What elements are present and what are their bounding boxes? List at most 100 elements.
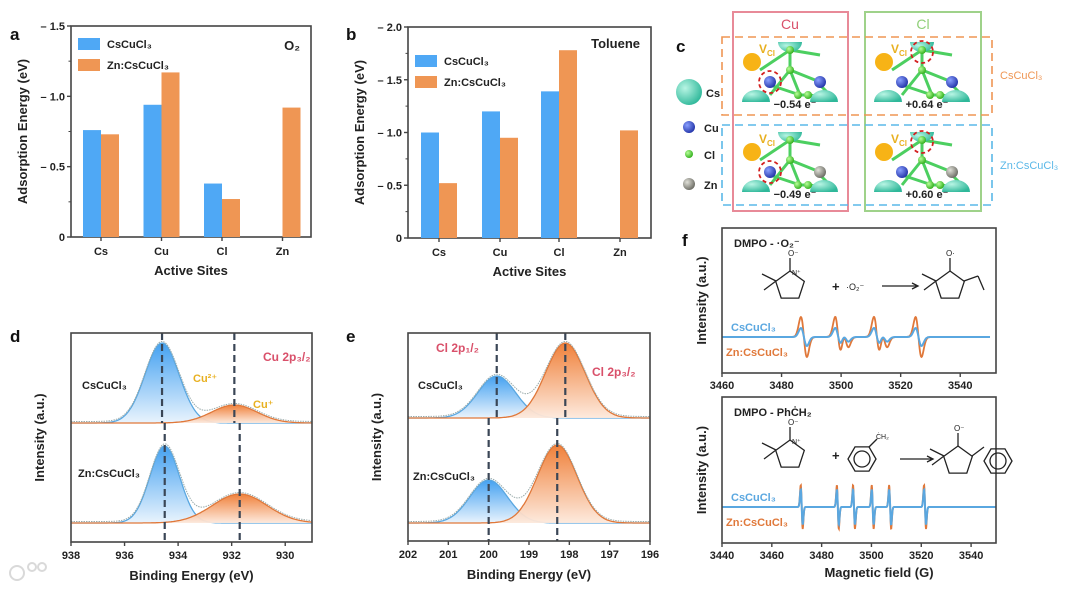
sample-label: CsCuCl₃ xyxy=(82,380,127,392)
panel-label-b: b xyxy=(346,25,356,44)
cu-atom-icon xyxy=(896,76,908,88)
y-tick-label: – 1.0 xyxy=(378,128,402,140)
vacancy-letter: V xyxy=(759,42,767,56)
x-tick-label: 3520 xyxy=(909,550,933,562)
arrow-head xyxy=(926,455,935,463)
panel-label-d: d xyxy=(10,327,20,346)
nitrogen-label: N⁺ xyxy=(792,438,801,446)
cl-atom-icon xyxy=(918,66,926,74)
methyl-bond xyxy=(923,280,937,291)
spin-trap-title: DMPO - PhĊH₂ xyxy=(734,406,812,419)
cl-atom-icon xyxy=(936,181,944,189)
bar-cu-series-0 xyxy=(143,104,162,237)
vacancy-label: VCl xyxy=(891,132,907,148)
bar-zn-series-1 xyxy=(282,107,301,237)
legend-label: CsCuCl₃ xyxy=(107,39,152,51)
benzene-ring-icon xyxy=(983,448,1013,474)
bond xyxy=(891,48,923,72)
cs-atom-icon xyxy=(742,180,770,192)
panel-label-c: c xyxy=(676,37,685,56)
cl-atom-icon xyxy=(936,91,944,99)
bond xyxy=(900,69,924,96)
dmpo-ring-icon xyxy=(774,439,806,468)
vacancy-subscript: Cl xyxy=(899,139,907,148)
cl-atom-icon xyxy=(926,181,934,189)
cl-atom-icon xyxy=(926,91,934,99)
x-tick-label: Cs xyxy=(94,246,108,258)
legend-label-cscucl3: CsCuCl₃ xyxy=(731,322,776,334)
x-axis-title: Binding Energy (eV) xyxy=(129,568,253,583)
arrow-head xyxy=(911,282,920,290)
x-tick-label: 3500 xyxy=(829,380,853,392)
structure-cell: VCl −0.54 e⁻ xyxy=(742,42,838,111)
vacancy-label: VCl xyxy=(759,132,775,148)
column-label-cu: Cu xyxy=(781,16,799,32)
x-tick-label: 936 xyxy=(115,550,133,562)
bar-cs-series-0 xyxy=(421,132,439,238)
structure-cell: VCl −0.49 e⁻ xyxy=(742,132,838,201)
x-tick-label: 198 xyxy=(560,549,578,561)
watermark-logo xyxy=(9,562,47,581)
panel-label-f: f xyxy=(682,231,688,250)
y-tick-label: – 1.0 xyxy=(41,91,65,103)
highlight-circle xyxy=(910,40,934,64)
peak-fill-0-0 xyxy=(71,343,312,423)
sample-label: Zn:CsCuCl₃ xyxy=(413,471,475,483)
bond xyxy=(768,159,792,186)
plot-frame xyxy=(721,396,997,544)
bond xyxy=(759,48,791,72)
cu-atom-icon xyxy=(764,76,776,88)
methyl-bond xyxy=(761,273,777,282)
vacancy-site-icon xyxy=(875,143,893,161)
legend-atom-label: Cl xyxy=(704,150,715,162)
cl-atom-icon xyxy=(918,156,926,164)
x-tick-label: 201 xyxy=(439,549,457,561)
x-tick-label: 930 xyxy=(276,550,294,562)
methyl-bond xyxy=(763,449,777,460)
x-tick-label: Cs xyxy=(432,247,446,259)
epr-spectrum-0 xyxy=(722,487,996,528)
cs-atom-icon xyxy=(874,180,902,192)
bar-cs-series-1 xyxy=(101,134,119,237)
methyl-bond xyxy=(931,455,945,466)
vacancy-label: VCl xyxy=(759,42,775,58)
bond xyxy=(788,69,802,96)
bar-cl-series-1 xyxy=(222,199,240,237)
vacancy-subscript: Cl xyxy=(899,49,907,58)
bar-chart-b: 0 – 0.5 – 1.0 – 1.5 – 2.0 Cs Cu Cl Zn Active Site… xyxy=(352,22,652,279)
legend-label: CsCuCl₃ xyxy=(444,56,489,68)
x-tick-label: Cl xyxy=(554,247,565,259)
charge-label: +0.64 e⁻ xyxy=(906,99,949,111)
x-tick-label: 202 xyxy=(399,549,417,561)
methyl-bond xyxy=(763,280,777,291)
sample-label: Zn:CsCuCl₃ xyxy=(78,468,140,480)
bar-chart-a: 0 – 0.5 – 1.0 – 1.5 Cs Cu Cl Zn Active Sites Adso… xyxy=(15,21,312,278)
cu-site-box xyxy=(732,11,849,212)
x-tick-label: Cu xyxy=(154,246,169,258)
cs-atom-icon xyxy=(942,180,970,192)
legend-atom-cs-icon xyxy=(676,79,702,105)
superoxide-label: ·O₂⁻ xyxy=(846,282,864,292)
y-axis-title: Intensity (a.u.) xyxy=(369,393,384,481)
x-tick-label: 3480 xyxy=(809,550,833,562)
cl-atom-icon xyxy=(918,136,926,144)
x-axis-title: Binding Energy (eV) xyxy=(467,567,591,582)
reaction-scheme xyxy=(761,427,1013,474)
bar-cl-series-1 xyxy=(559,50,577,239)
legend-atom-zn-icon xyxy=(683,178,695,190)
benzyl-bond xyxy=(971,446,985,457)
cs-atom-icon xyxy=(942,90,970,102)
cl-atom-icon xyxy=(786,136,794,144)
product-ring-icon xyxy=(934,270,966,299)
legend-label-cscucl3: CsCuCl₃ xyxy=(731,492,776,504)
highlight-circle xyxy=(758,70,782,94)
legend-label: Zn:CsCuCl₃ xyxy=(107,60,169,72)
x-axis-title: Magnetic field (G) xyxy=(824,565,933,580)
charge-label: −0.49 e⁻ xyxy=(774,189,817,201)
highlight-circle xyxy=(910,130,934,154)
reaction-scheme xyxy=(761,258,985,299)
ooh-bond xyxy=(963,275,979,282)
y-tick-label: 0 xyxy=(396,233,402,245)
x-tick-label: 199 xyxy=(520,549,538,561)
vacancy-site-icon xyxy=(743,53,761,71)
